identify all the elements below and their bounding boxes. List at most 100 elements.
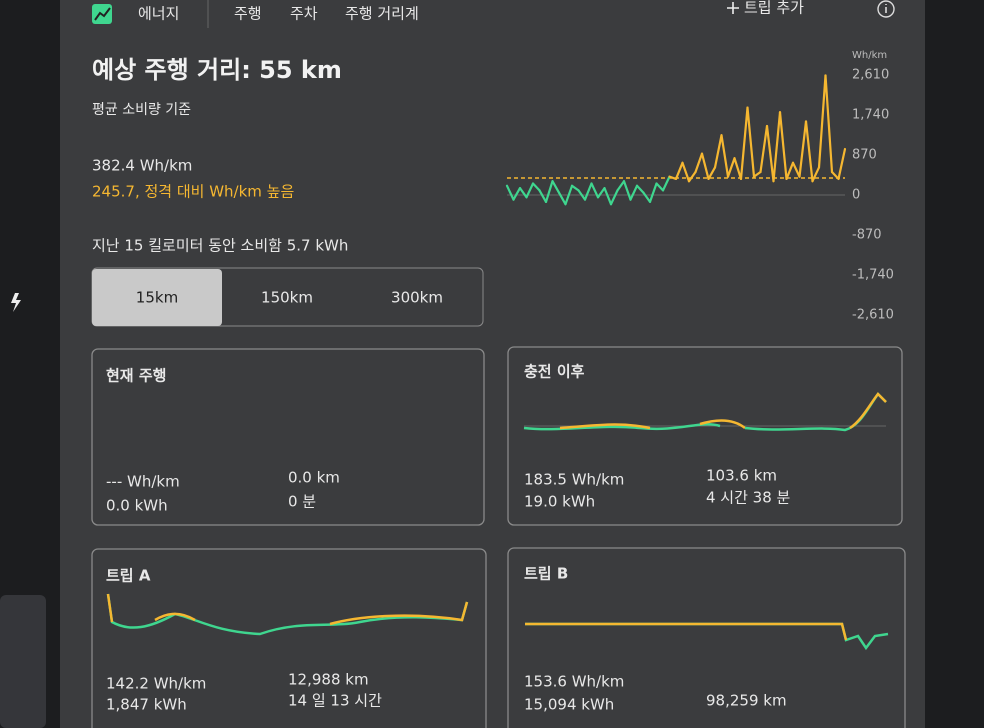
- card-stat: 12,988 km: [288, 671, 369, 689]
- line-segment: [785, 161, 795, 181]
- line-segment: [603, 187, 613, 206]
- line-segment: [531, 182, 541, 192]
- line-segment: [616, 180, 626, 192]
- line-segment: [804, 120, 814, 183]
- line-segment: [583, 182, 593, 201]
- line-segment: [765, 124, 775, 183]
- nav-link[interactable]: 주행 거리계: [345, 5, 419, 23]
- line-segment: [648, 182, 658, 203]
- line-segment: [791, 161, 801, 178]
- line-segment: [837, 147, 847, 181]
- recent-usage: 지난 15 킬로미터 동안 소비함 5.7 kWh: [92, 237, 348, 255]
- card-stat: 153.6 Wh/km: [524, 673, 624, 691]
- card-stat: 183.5 Wh/km: [524, 471, 624, 489]
- card-stat: 0 분: [288, 493, 316, 511]
- plus-icon: [727, 2, 739, 14]
- line-segment: [570, 184, 580, 192]
- card[interactable]: [91, 348, 485, 526]
- range-title: 예상 주행 거리: 55 km: [92, 56, 342, 84]
- line-segment: [674, 161, 684, 181]
- line-segment: [694, 152, 704, 174]
- card-stat: 103.6 km: [706, 467, 777, 485]
- card-title: 현재 주행: [106, 367, 166, 385]
- card-stat: 0.0 kWh: [106, 497, 168, 515]
- line-segment: [752, 170, 762, 178]
- card-title: 트립 B: [524, 565, 568, 583]
- card-stat: 142.2 Wh/km: [106, 675, 206, 693]
- range-option-selected[interactable]: [92, 269, 222, 326]
- nav-link[interactable]: 주행: [234, 5, 262, 23]
- line-segment: [505, 184, 515, 201]
- line-segment: [733, 157, 743, 181]
- line-segment: [577, 189, 587, 201]
- line-segment: [635, 184, 645, 194]
- sparkline: [525, 622, 848, 641]
- range-option[interactable]: 15km: [136, 289, 178, 307]
- line-segment: [720, 134, 730, 178]
- card-stat: 4 시간 38 분: [706, 489, 791, 507]
- y-tick-label: -2,610: [852, 308, 894, 323]
- line-segment: [557, 191, 567, 206]
- line-segment: [544, 180, 554, 203]
- line-segment: [596, 187, 606, 199]
- card[interactable]: [507, 547, 906, 728]
- line-segment: [687, 170, 697, 183]
- range-option[interactable]: 150km: [261, 289, 313, 307]
- line-segment: [778, 111, 788, 181]
- energy-icon-line: [94, 7, 111, 21]
- card[interactable]: [91, 548, 487, 728]
- card-stat: 1,847 kWh: [106, 696, 187, 714]
- axis-unit: Wh/km: [852, 50, 887, 61]
- add-trip[interactable]: 트립 추가: [744, 0, 804, 17]
- line-segment: [746, 106, 756, 178]
- line-segment: [713, 134, 723, 169]
- card-stat: 19.0 kWh: [524, 493, 595, 511]
- line-segment: [830, 170, 840, 181]
- sparkline: [559, 419, 746, 430]
- card-stat: 15,094 kWh: [524, 696, 614, 714]
- y-tick-label: 1,740: [852, 108, 889, 123]
- line-segment: [726, 157, 736, 178]
- line-segment: [655, 182, 665, 192]
- card-title: 충전 이후: [524, 363, 585, 381]
- charge-icon: [11, 293, 21, 312]
- line-segment: [629, 184, 639, 201]
- line-segment: [551, 180, 561, 194]
- line-segment: [759, 124, 769, 174]
- line-segment: [590, 182, 600, 199]
- sparkline: [849, 392, 887, 430]
- nav-link[interactable]: 주차: [290, 5, 318, 23]
- average: 382.4 Wh/km: [92, 157, 192, 175]
- line-segment: [538, 189, 548, 203]
- card[interactable]: [507, 346, 903, 526]
- card-stat: 98,259 km: [706, 692, 787, 710]
- card-stat: 0.0 km: [288, 469, 340, 487]
- line-segment: [811, 166, 821, 183]
- y-tick-label: 2,610: [852, 68, 889, 83]
- line-segment: [609, 189, 619, 206]
- sparkline: [106, 593, 469, 626]
- card-stat: --- Wh/km: [106, 473, 180, 491]
- nav-tab[interactable]: 에너지: [138, 5, 179, 23]
- line-segment: [817, 74, 827, 169]
- line-segment: [668, 175, 678, 181]
- card-stat: 14 일 13 시간: [288, 692, 382, 710]
- line-segment: [564, 184, 574, 206]
- line-segment: [772, 111, 782, 183]
- line-segment: [518, 187, 528, 199]
- line-segment: [512, 187, 522, 201]
- comparison: 245.7, 정격 대비 Wh/km 높음: [92, 183, 294, 201]
- sparkline: [106, 593, 469, 636]
- line-segment: [707, 166, 717, 181]
- card-title: 트립 A: [106, 567, 151, 585]
- y-tick-label: 870: [852, 148, 877, 163]
- line-segment: [739, 106, 749, 181]
- line-segment: [700, 152, 710, 181]
- line-segment: [681, 161, 691, 183]
- info-icon[interactable]: [877, 0, 895, 18]
- side-button[interactable]: [0, 595, 46, 728]
- line-segment: [824, 74, 834, 174]
- range-option[interactable]: 300km: [391, 289, 443, 307]
- y-tick-label: -1,740: [852, 268, 894, 283]
